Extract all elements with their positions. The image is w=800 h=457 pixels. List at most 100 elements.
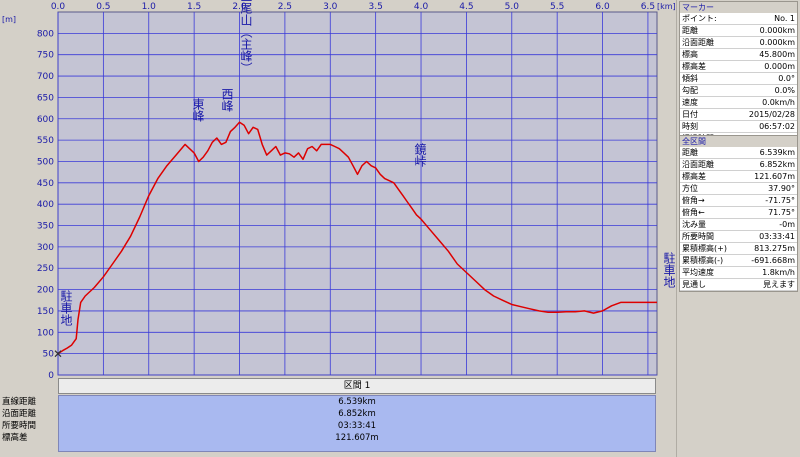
summary-label-distance: 直線距離 (2, 397, 37, 407)
marker-value: 0.000m (764, 62, 795, 71)
section-row: 距離 6.539km (680, 147, 797, 159)
annotation-label: 三尾山（主峰） (239, 0, 253, 74)
marker-value: 2015/02/28 (748, 110, 795, 119)
marker-row: 傾斜 0.0° (680, 73, 797, 85)
y-tick-label: 50 (43, 350, 55, 360)
section-value: -71.75° (765, 196, 795, 205)
y-tick-label: 0 (48, 371, 54, 381)
section-key: 見通し (682, 280, 706, 289)
marker-value: 06:57:02 (759, 122, 795, 131)
section-row: 沈み量 -0m (680, 219, 797, 231)
section-row: 沿面距離 6.852km (680, 159, 797, 171)
annotation-label-text: 東峰 (191, 98, 205, 122)
y-tick-label: 250 (37, 264, 54, 274)
y-tick-label: 150 (37, 307, 54, 317)
marker-value: 0.0km/h (762, 98, 795, 107)
section-value: 6.539km (759, 148, 795, 157)
x-tick-label: 6.5 (641, 2, 655, 12)
x-tick-label: 1.0 (142, 2, 157, 12)
marker-value: 45.800m (759, 50, 795, 59)
section-key: 標高差 (682, 172, 706, 181)
marker-row: 時刻 06:57:02 (680, 121, 797, 133)
summary-value-duration: 03:33:41 (337, 421, 377, 431)
summary-label-elevation-diff: 標高差 (2, 433, 28, 443)
y-tick-label: 450 (37, 179, 54, 189)
y-tick-label: 300 (37, 243, 54, 253)
section-key: 方位 (682, 184, 698, 193)
y-tick-label: 600 (37, 115, 54, 125)
section-value: 813.275m (754, 244, 795, 253)
elevation-profile-chart[interactable]: 0 50 100 150 200 250 300 350 400 450 500 550 600 650 7… (0, 0, 675, 457)
x-tick-label: 0.0 (51, 2, 66, 12)
y-tick-label: 700 (37, 72, 54, 82)
section-key: 俯角← (682, 208, 705, 217)
marker-key: 日付 (682, 110, 698, 119)
y-tick-label: 100 (37, 328, 54, 338)
section-value: 6.852km (759, 160, 795, 169)
section-group: 全区間 距離 6.539km 沿面距離 6.852km 標高差 121.607m 方位 37.… (679, 135, 798, 292)
summary-labels: 直線距離 沿面距離 所要時間 標高差 (0, 396, 58, 444)
elevation-line (57, 121, 657, 355)
section-row: 俯角→ -71.75° (680, 195, 797, 207)
marker-row: 沿面距離 0.000km (680, 37, 797, 49)
annotation-label-text: 駐車地 (662, 251, 675, 288)
marker-value: 0.0% (774, 86, 795, 95)
x-tick-label: 3.0 (323, 2, 338, 12)
marker-value: 0.000km (759, 38, 795, 47)
section-key: 距離 (682, 148, 698, 157)
marker-key: 勾配 (682, 86, 698, 95)
annotation-label-text: 鏡峠 (413, 142, 427, 167)
start-marker-icon (54, 350, 62, 358)
annotation-label-text: 西峰 (220, 88, 234, 112)
x-tick-label: 2.5 (278, 2, 292, 12)
x-tick-label: 2.0 (232, 2, 247, 12)
x-tick-label: 4.0 (414, 2, 429, 12)
section-key: 俯角→ (682, 196, 705, 205)
y-tick-label: 400 (37, 200, 54, 210)
summary-value-surface-distance: 6.852km (338, 409, 376, 419)
marker-row: 日付 2015/02/28 (680, 109, 797, 121)
x-unit-label: [km] (657, 2, 675, 11)
y-tick-label: 800 (37, 29, 54, 39)
marker-group: マーカー ポイント: No. 1 距離 0.000km 沿面距離 0.000km 標高 45.… (679, 1, 798, 146)
marker-row: 速度 0.0km/h (680, 97, 797, 109)
y-tick-label: 350 (37, 222, 54, 232)
section-key: 沈み量 (682, 220, 706, 229)
x-tick-label: 5.5 (550, 2, 564, 12)
y-tick-label: 750 (37, 51, 54, 61)
section-value: 121.607m (754, 172, 795, 181)
section-key: 累積標高(-) (682, 256, 724, 265)
marker-key: 標高 (682, 50, 698, 59)
y-unit-label: [m] (2, 15, 16, 24)
annotation-label: 東峰 (191, 98, 205, 122)
annotation-label: 駐車地 (59, 289, 73, 326)
section-row: 累積標高(-) -691.668m (680, 255, 797, 267)
marker-row: 勾配 0.0% (680, 85, 797, 97)
y-tick-label: 500 (37, 157, 54, 167)
section-row: 見通し 見えます (680, 279, 797, 291)
annotation-label: 駐車地 (662, 251, 675, 288)
marker-key: 距離 (682, 26, 698, 35)
section-row: 俯角← 71.75° (680, 207, 797, 219)
annotation-label: 西峰 (220, 88, 234, 112)
marker-key: 時刻 (682, 122, 698, 131)
x-tick-label: 6.0 (595, 2, 610, 12)
marker-row: ポイント: No. 1 (680, 13, 797, 25)
section-key: 沿面距離 (682, 160, 714, 169)
section-row: 所要時間 03:33:41 (680, 231, 797, 243)
section-row: 累積標高(+) 813.275m (680, 243, 797, 255)
summary-value-distance: 6.539km (338, 397, 376, 407)
y-tick-label: 550 (37, 136, 54, 146)
y-tick-label: 200 (37, 286, 54, 296)
section-row: 標高差 121.607m (680, 171, 797, 183)
marker-value: 0.000km (759, 26, 795, 35)
marker-key: 沿面距離 (682, 38, 714, 47)
section-value: 1.8km/h (762, 268, 795, 277)
summary-values-panel: 6.539km 6.852km 03:33:41 121.607m (58, 395, 656, 452)
marker-row: 標高 45.800m (680, 49, 797, 61)
marker-group-title: マーカー (682, 3, 714, 12)
y-tick-label: 650 (37, 93, 54, 103)
section-value: 37.90° (768, 184, 795, 193)
marker-rows: ポイント: No. 1 距離 0.000km 沿面距離 0.000km 標高 45.800m 標… (680, 13, 797, 145)
annotation-label: 鏡峠 (413, 142, 427, 167)
